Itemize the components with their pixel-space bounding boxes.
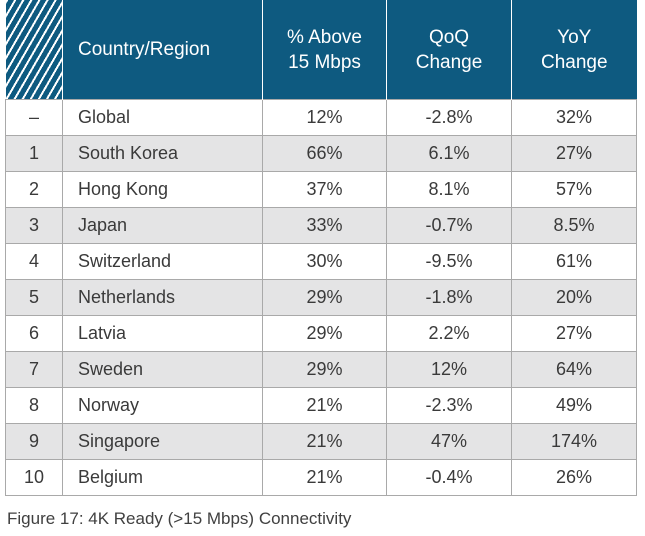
country-cell: Hong Kong xyxy=(62,171,263,208)
yoy-cell: 20% xyxy=(511,279,637,316)
rank-cell: 2 xyxy=(5,171,63,208)
table-row: 3 Japan 33% -0.7% 8.5% xyxy=(5,207,637,244)
country-cell: Global xyxy=(62,99,263,136)
rank-cell: 5 xyxy=(5,279,63,316)
header-yoy-line1: YoY xyxy=(557,26,592,48)
pct-cell: 33% xyxy=(262,207,387,244)
rank-cell: – xyxy=(5,99,63,136)
qoq-cell: -2.8% xyxy=(386,99,512,136)
country-cell: Latvia xyxy=(62,315,263,352)
country-cell: Netherlands xyxy=(62,279,263,316)
table-row: 5 Netherlands 29% -1.8% 20% xyxy=(5,279,637,316)
table-row: 7 Sweden 29% 12% 64% xyxy=(5,351,637,388)
country-cell: Singapore xyxy=(62,423,263,460)
header-hatch-decoration xyxy=(5,0,63,100)
yoy-cell: 26% xyxy=(511,459,637,496)
table-row: 6 Latvia 29% 2.2% 27% xyxy=(5,315,637,352)
table-row: 4 Switzerland 30% -9.5% 61% xyxy=(5,243,637,280)
qoq-cell: 2.2% xyxy=(386,315,512,352)
rank-cell: 8 xyxy=(5,387,63,424)
header-pct-above: % Above 15 Mbps xyxy=(262,0,387,100)
rank-cell: 3 xyxy=(5,207,63,244)
header-qoq: QoQ Change xyxy=(386,0,512,100)
table-row: 9 Singapore 21% 47% 174% xyxy=(5,423,637,460)
yoy-cell: 32% xyxy=(511,99,637,136)
qoq-cell: 12% xyxy=(386,351,512,388)
connectivity-table: Country/Region % Above 15 Mbps QoQ Chang… xyxy=(5,0,637,496)
table-row: 1 South Korea 66% 6.1% 27% xyxy=(5,135,637,172)
rank-cell: 10 xyxy=(5,459,63,496)
country-cell: Sweden xyxy=(62,351,263,388)
pct-cell: 21% xyxy=(262,387,387,424)
country-cell: Belgium xyxy=(62,459,263,496)
qoq-cell: -9.5% xyxy=(386,243,512,280)
figure-caption: Figure 17: 4K Ready (>15 Mbps) Connectiv… xyxy=(7,509,352,528)
table-row: 10 Belgium 21% -0.4% 26% xyxy=(5,459,637,496)
country-cell: Switzerland xyxy=(62,243,263,280)
pct-cell: 29% xyxy=(262,279,387,316)
pct-cell: 21% xyxy=(262,423,387,460)
rank-cell: 1 xyxy=(5,135,63,172)
pct-cell: 30% xyxy=(262,243,387,280)
table-row: – Global 12% -2.8% 32% xyxy=(5,99,637,136)
pct-cell: 66% xyxy=(262,135,387,172)
header-pct-line1: % Above xyxy=(287,26,362,48)
country-cell: Japan xyxy=(62,207,263,244)
table-row: 8 Norway 21% -2.3% 49% xyxy=(5,387,637,424)
connectivity-table-container: Country/Region % Above 15 Mbps QoQ Chang… xyxy=(5,0,637,496)
rank-cell: 6 xyxy=(5,315,63,352)
qoq-cell: -0.4% xyxy=(386,459,512,496)
table-header-row: Country/Region % Above 15 Mbps QoQ Chang… xyxy=(5,0,637,100)
country-cell: Norway xyxy=(62,387,263,424)
pct-cell: 12% xyxy=(262,99,387,136)
yoy-cell: 49% xyxy=(511,387,637,424)
qoq-cell: 8.1% xyxy=(386,171,512,208)
yoy-cell: 174% xyxy=(511,423,637,460)
yoy-cell: 57% xyxy=(511,171,637,208)
qoq-cell: 47% xyxy=(386,423,512,460)
rank-cell: 7 xyxy=(5,351,63,388)
yoy-cell: 64% xyxy=(511,351,637,388)
yoy-cell: 27% xyxy=(511,135,637,172)
pct-cell: 29% xyxy=(262,315,387,352)
pct-cell: 21% xyxy=(262,459,387,496)
yoy-cell: 27% xyxy=(511,315,637,352)
header-yoy: YoY Change xyxy=(511,0,637,100)
header-country: Country/Region xyxy=(62,0,263,100)
yoy-cell: 61% xyxy=(511,243,637,280)
rank-cell: 4 xyxy=(5,243,63,280)
qoq-cell: -0.7% xyxy=(386,207,512,244)
header-qoq-line2: Change xyxy=(415,51,483,73)
table-row: 2 Hong Kong 37% 8.1% 57% xyxy=(5,171,637,208)
qoq-cell: 6.1% xyxy=(386,135,512,172)
yoy-cell: 8.5% xyxy=(511,207,637,244)
pct-cell: 37% xyxy=(262,171,387,208)
rank-cell: 9 xyxy=(5,423,63,460)
country-cell: South Korea xyxy=(62,135,263,172)
header-pct-line2: 15 Mbps xyxy=(288,51,361,73)
pct-cell: 29% xyxy=(262,351,387,388)
qoq-cell: -2.3% xyxy=(386,387,512,424)
qoq-cell: -1.8% xyxy=(386,279,512,316)
header-qoq-line1: QoQ xyxy=(428,26,470,48)
header-yoy-line2: Change xyxy=(540,51,608,73)
